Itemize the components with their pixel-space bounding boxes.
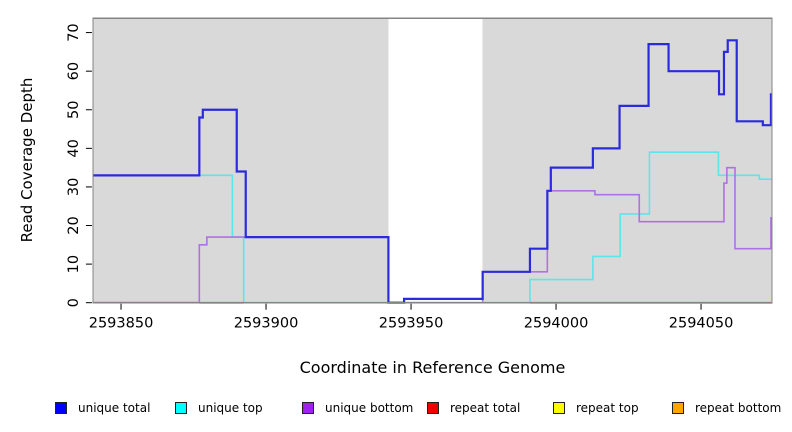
legend-label: unique total xyxy=(78,401,151,415)
y-tick-label: 0 xyxy=(66,298,82,307)
repeat-total-swatch-icon xyxy=(427,402,439,414)
legend-label: unique top xyxy=(198,401,263,415)
x-tick-label: 2593900 xyxy=(234,316,299,332)
legend-item-repeat-bottom: repeat bottom xyxy=(672,398,781,418)
legend-item-repeat-top: repeat top xyxy=(553,398,639,418)
repeat-top-swatch-icon xyxy=(553,402,565,414)
unique-bottom-swatch-icon xyxy=(302,402,314,414)
series-unique-total xyxy=(92,39,773,304)
y-tick-label: 30 xyxy=(66,178,82,196)
y-tick-label: 50 xyxy=(66,101,82,119)
plot-border xyxy=(92,17,773,304)
y-tick-label: 10 xyxy=(66,255,82,273)
x-tick-label: 2593850 xyxy=(89,316,154,332)
legend-item-unique-top: unique top xyxy=(175,398,263,418)
unique-top-swatch-icon xyxy=(175,402,187,414)
unique-total-swatch-icon xyxy=(55,402,67,414)
x-tick-label: 2594000 xyxy=(524,316,589,332)
x-tick-label: 2594050 xyxy=(669,316,734,332)
y-tick-label: 20 xyxy=(66,216,82,234)
legend-label: repeat bottom xyxy=(695,401,782,415)
coverage-step-chart: 2593850 2593900 2593950 2594000 2594050 0 10 20… xyxy=(66,17,773,332)
y-tick-label: 60 xyxy=(66,62,82,80)
y-tick-label: 70 xyxy=(66,23,82,41)
coverage-gap-band xyxy=(388,19,483,303)
legend-item-unique-total: unique total xyxy=(55,398,150,418)
legend-item-unique-bottom: unique bottom xyxy=(302,398,413,418)
series-unique-bottom xyxy=(92,166,773,304)
legend-label: repeat top xyxy=(576,401,639,415)
legend-item-repeat-total: repeat total xyxy=(427,398,520,418)
y-axis-title: Read Coverage Depth xyxy=(18,77,36,243)
x-tick-label: 2593950 xyxy=(379,316,444,332)
y-tick-label: 40 xyxy=(66,139,82,157)
legend-label: unique bottom xyxy=(325,401,414,415)
legend: unique total unique top unique bottom re… xyxy=(0,398,792,420)
x-axis-title: Coordinate in Reference Genome xyxy=(299,358,566,377)
legend-label: repeat total xyxy=(450,401,521,415)
repeat-bottom-swatch-icon xyxy=(672,402,684,414)
